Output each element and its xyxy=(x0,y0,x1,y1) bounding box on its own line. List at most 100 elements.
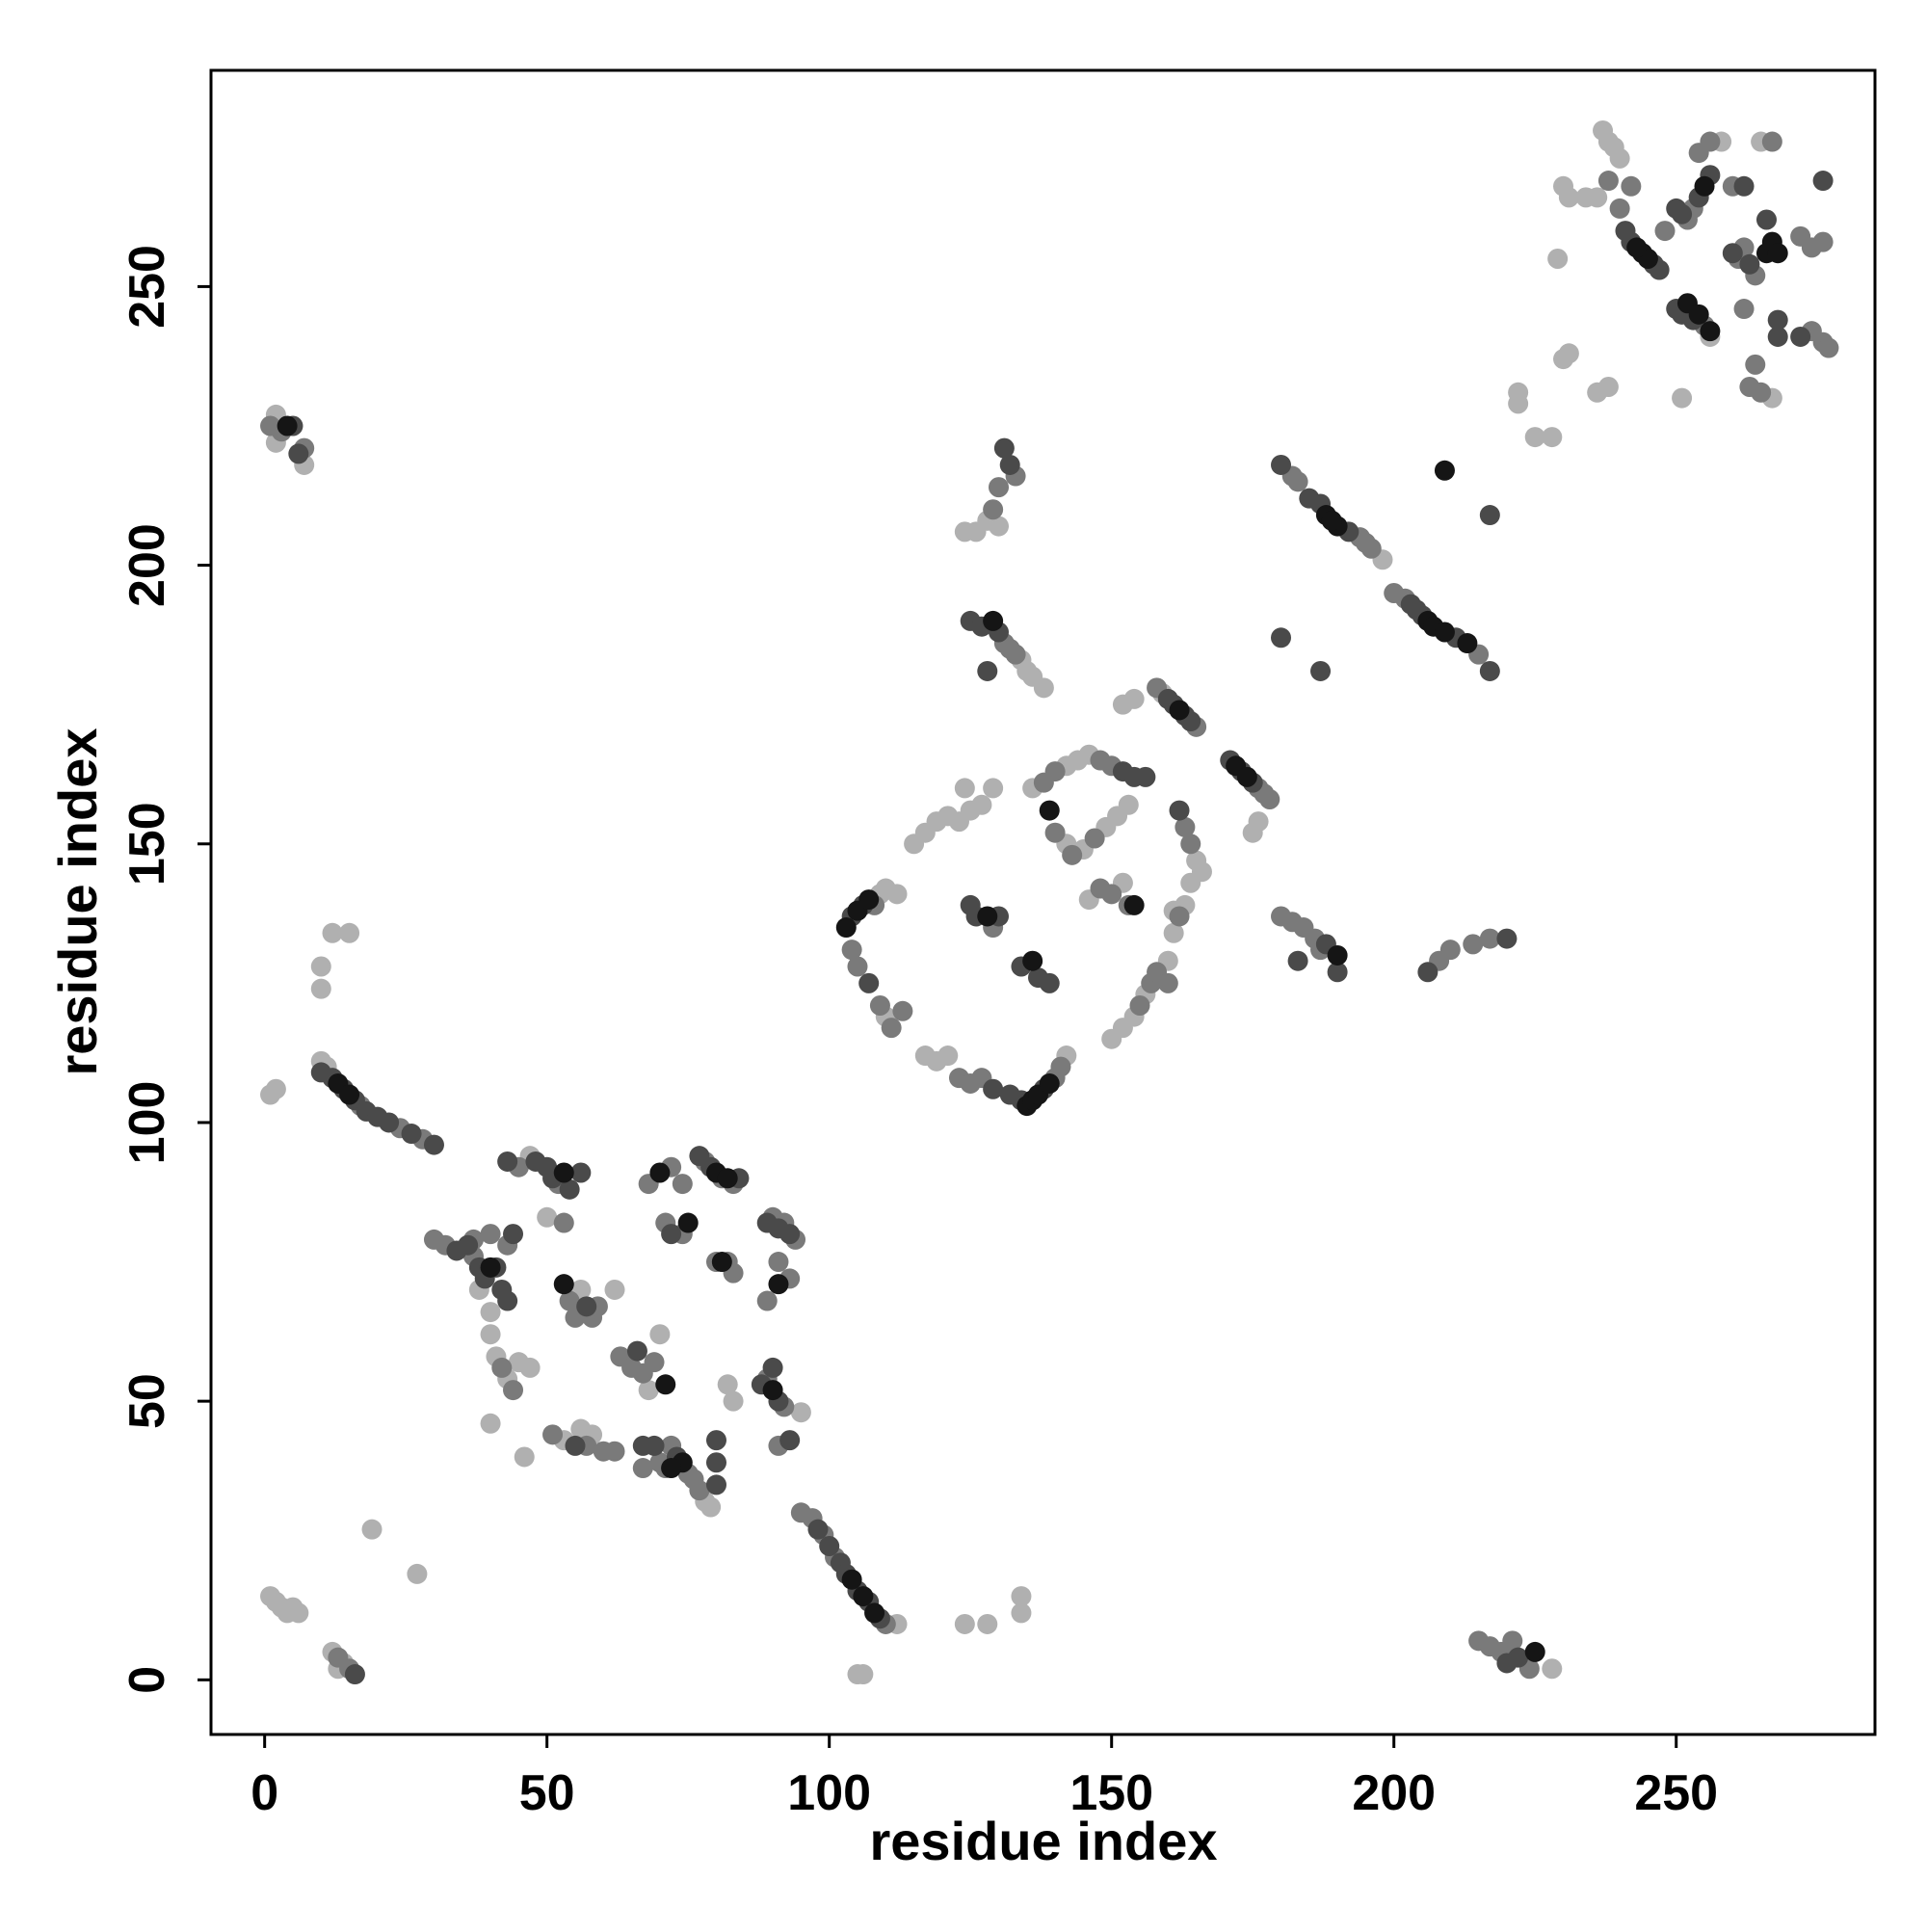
x-tick-label: 50 xyxy=(519,1765,575,1821)
point xyxy=(1672,387,1693,409)
point xyxy=(672,1174,693,1195)
point xyxy=(983,1078,1004,1099)
point xyxy=(841,1569,862,1590)
point xyxy=(480,1257,501,1278)
point xyxy=(401,1124,422,1145)
point xyxy=(1439,940,1461,961)
point xyxy=(983,610,1004,631)
point xyxy=(1236,766,1257,787)
point xyxy=(1175,816,1196,837)
point xyxy=(644,1435,665,1456)
point xyxy=(553,1162,574,1183)
point xyxy=(768,1252,789,1273)
point xyxy=(756,1290,778,1311)
point xyxy=(1609,147,1630,169)
point xyxy=(988,477,1009,498)
point xyxy=(1457,633,1478,654)
point xyxy=(423,1134,444,1155)
point xyxy=(519,1357,541,1378)
point xyxy=(977,906,998,927)
point xyxy=(1180,834,1201,855)
point xyxy=(514,1446,535,1468)
x-axis-label: residue index xyxy=(869,1811,1217,1871)
point xyxy=(1417,962,1439,983)
y-axis-label: residue index xyxy=(47,728,108,1075)
point xyxy=(1745,354,1766,375)
point xyxy=(1123,894,1145,915)
point xyxy=(1597,171,1619,192)
point xyxy=(881,1018,902,1039)
point xyxy=(1767,309,1788,331)
point xyxy=(1694,175,1715,197)
point xyxy=(344,1664,365,1685)
x-tick-label: 150 xyxy=(1069,1765,1153,1821)
point xyxy=(1180,872,1201,893)
plot-frame xyxy=(209,68,1877,1736)
point xyxy=(1327,944,1348,966)
point xyxy=(1169,800,1190,821)
point xyxy=(638,1380,659,1401)
point xyxy=(288,1602,309,1624)
point xyxy=(480,1224,501,1245)
y-tick-label: 50 xyxy=(119,1373,175,1429)
point xyxy=(858,889,880,911)
point xyxy=(983,499,1004,520)
point xyxy=(977,1613,998,1634)
point xyxy=(993,437,1015,459)
point xyxy=(1722,243,1743,264)
point xyxy=(1524,427,1545,448)
point xyxy=(1163,922,1184,943)
point xyxy=(537,1206,558,1228)
point xyxy=(1688,304,1709,325)
point xyxy=(858,972,880,993)
point xyxy=(277,415,298,437)
point xyxy=(1547,248,1569,269)
point xyxy=(570,1162,592,1183)
point xyxy=(361,1519,383,1540)
point xyxy=(1463,934,1484,955)
point xyxy=(1812,171,1834,192)
point xyxy=(1626,237,1648,258)
point xyxy=(1479,928,1500,949)
point xyxy=(1761,131,1782,152)
point xyxy=(491,1357,513,1378)
point xyxy=(1022,950,1043,971)
point xyxy=(1271,627,1292,648)
point xyxy=(542,1424,564,1445)
point xyxy=(503,1380,524,1401)
point xyxy=(1118,794,1139,815)
point xyxy=(1039,1072,1060,1094)
point xyxy=(1479,505,1500,526)
point xyxy=(559,1178,580,1200)
point xyxy=(1157,972,1178,993)
point xyxy=(847,956,868,977)
point xyxy=(841,940,862,961)
point xyxy=(937,1045,959,1067)
x-tick-label: 250 xyxy=(1634,1765,1718,1821)
point xyxy=(1558,343,1579,364)
point xyxy=(565,1435,586,1456)
point xyxy=(1434,622,1455,643)
point xyxy=(1044,822,1066,843)
point xyxy=(999,454,1020,475)
point xyxy=(954,521,975,543)
point xyxy=(497,1290,518,1311)
point xyxy=(480,1324,501,1345)
point xyxy=(1542,1658,1563,1680)
point xyxy=(1739,253,1760,275)
point xyxy=(1287,950,1308,971)
point xyxy=(1755,209,1777,230)
point xyxy=(1011,1586,1032,1607)
point xyxy=(661,1458,682,1479)
point xyxy=(1005,644,1026,665)
point xyxy=(717,1374,738,1395)
point xyxy=(983,778,1004,799)
point xyxy=(1044,761,1066,782)
point xyxy=(977,660,998,681)
point xyxy=(1084,828,1105,849)
point xyxy=(1751,382,1772,403)
point xyxy=(265,1078,286,1099)
point xyxy=(717,1168,738,1189)
